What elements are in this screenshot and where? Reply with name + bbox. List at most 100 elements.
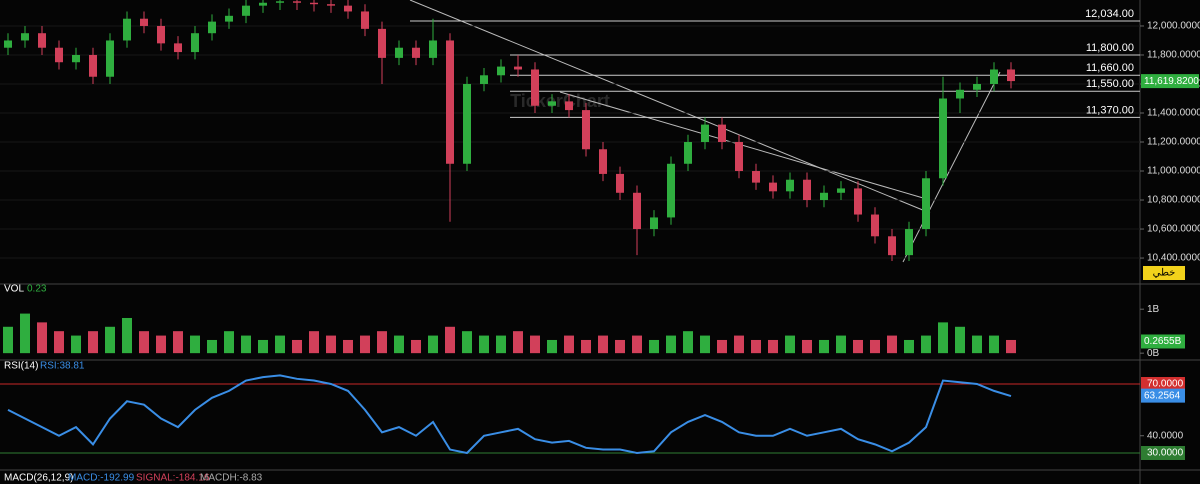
rsi-last-label: 63.2564 [1144,390,1181,401]
volume-bar [530,335,540,354]
candle-body [718,124,726,143]
candle-body [157,25,165,44]
candle-body [412,47,420,58]
volume-bar [241,335,251,354]
volume-bar [717,339,727,354]
level-label: 11,550.00 [1086,78,1134,90]
volume-bar [156,335,166,354]
volume-last-label: 0.2655B [1144,336,1182,347]
volume-bar [785,335,795,354]
vol-value: 0.23 [27,284,47,295]
volume-bar [37,322,47,354]
last-price-box [1141,74,1199,89]
trend-line [902,71,1001,263]
candle-body [140,18,148,26]
y-tick-label: 30.0000 [1147,448,1184,459]
rsi-last-box [1141,388,1185,403]
volume-bar [751,339,761,354]
candle-body [769,182,777,192]
volume-bar [275,335,285,354]
candle-body [72,54,80,63]
candle-body [208,21,216,34]
candle-body [599,149,607,174]
volume-bar [989,335,999,354]
candle-body [1007,69,1015,82]
candle-body [55,47,63,63]
rsi-title: RSI(14) [4,361,38,372]
volume-bar [326,335,336,354]
volume-bar [887,335,897,354]
candle-body [633,192,641,230]
candle-body [497,66,505,76]
volume-bar [581,339,591,354]
candle-body [531,69,539,106]
volume-bar [122,317,132,354]
volume-bar [513,331,523,354]
volume-bar [819,339,829,354]
trend-line [559,91,931,201]
volume-bar [734,335,744,354]
candle-body [89,54,97,77]
y-tick-label: 10,600.0000 [1147,224,1200,235]
volume-bar [309,331,319,354]
candle-body [378,28,386,58]
volume-bar [768,339,778,354]
y-tick-label: 12,000.0000 [1147,21,1200,32]
hist-value: MACDH:-8.83 [200,473,263,484]
candle-body [276,1,284,3]
volume-bar [598,335,608,354]
volume-bar [411,339,421,354]
volume-bar [207,339,217,354]
candle-body [837,188,845,193]
volume-bar [462,331,472,354]
volume-bar [632,335,642,354]
volume-bar [666,335,676,354]
volume-bar [54,331,64,354]
volume-bar [88,331,98,354]
style-label[interactable]: خطي [1153,268,1176,279]
volume-last-box [1141,334,1185,349]
candle-body [871,214,879,237]
candle-body [786,179,794,192]
volume-bar [3,326,13,354]
volume-bar [190,335,200,354]
y-tick-label: 70.0000 [1147,379,1184,390]
rsi-line [7,374,1012,455]
volume-bar [71,335,81,354]
y-tick-label: 11,000.0000 [1147,166,1200,177]
volume-bar [955,326,965,354]
level-label: 12,034.00 [1085,8,1134,20]
volume-bar [649,339,659,354]
candle-body [888,236,896,256]
volume-bar [938,322,948,354]
volume-bar [394,335,404,354]
volume-bar [870,339,880,354]
y-tick-label: 0B [1147,348,1160,359]
volume-bar [139,331,149,354]
volume-bar [292,339,302,354]
candle-body [905,229,913,256]
candle-body [735,142,743,172]
candle-body [990,69,998,84]
rsi-tick-box [1141,445,1185,460]
candle-body [225,15,233,22]
candle-body [820,192,828,201]
candle-body [922,178,930,230]
volume-bar [836,335,846,354]
volume-bar [343,339,353,354]
y-tick-label: 11,800.0000 [1147,50,1200,61]
level-label: 11,800.00 [1086,42,1134,54]
candle-body [38,33,46,48]
style-badge[interactable] [1143,266,1185,280]
level-label: 11,660.00 [1086,62,1134,74]
volume-bar [479,335,489,354]
candle-body [123,18,131,41]
y-tick-label: 40.0000 [1147,430,1184,441]
volume-bar [547,339,557,354]
volume-bar [377,331,387,354]
candle-body [956,89,964,99]
candle-body [514,66,522,70]
volume-bar [445,326,455,354]
candle-body [242,5,250,16]
